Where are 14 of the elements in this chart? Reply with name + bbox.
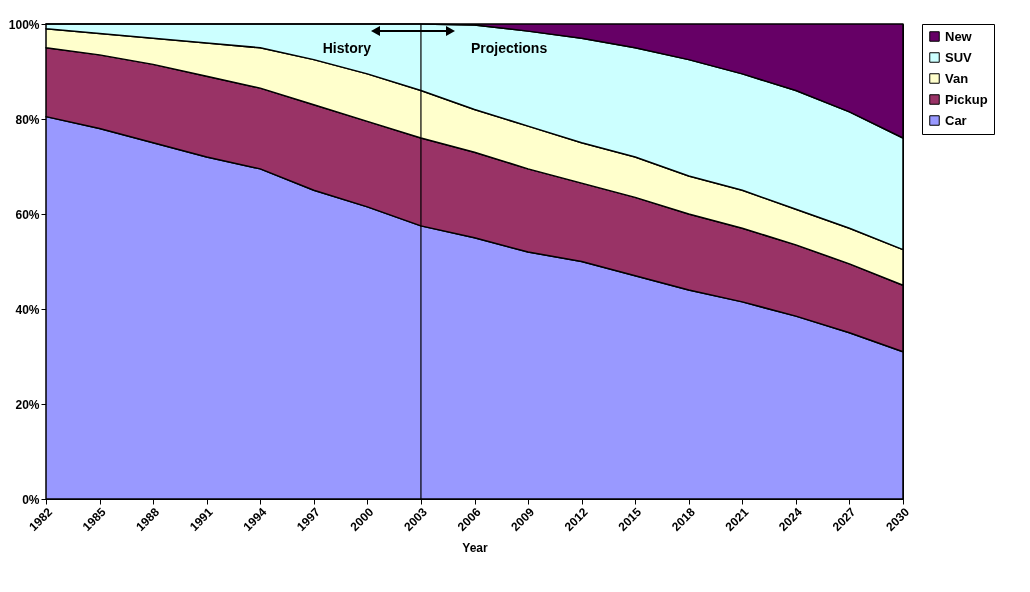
y-tick-label: 100%: [8, 17, 40, 32]
annotation: History: [322, 40, 372, 56]
y-tick-label: 40%: [15, 302, 40, 317]
y-tick-label: 20%: [15, 397, 40, 412]
legend-label: Pickup: [945, 91, 988, 107]
y-tick-label: 0%: [22, 492, 40, 507]
legend-label: Car: [945, 112, 967, 128]
y-tick-label: 80%: [15, 112, 40, 127]
legend-label: SUV: [945, 49, 973, 65]
legend-label: Van: [945, 70, 969, 86]
y-tick-label: 60%: [15, 207, 40, 222]
x-axis-title: Year: [462, 541, 489, 556]
annotation: Projections: [470, 40, 548, 56]
legend-label: New: [945, 28, 973, 44]
